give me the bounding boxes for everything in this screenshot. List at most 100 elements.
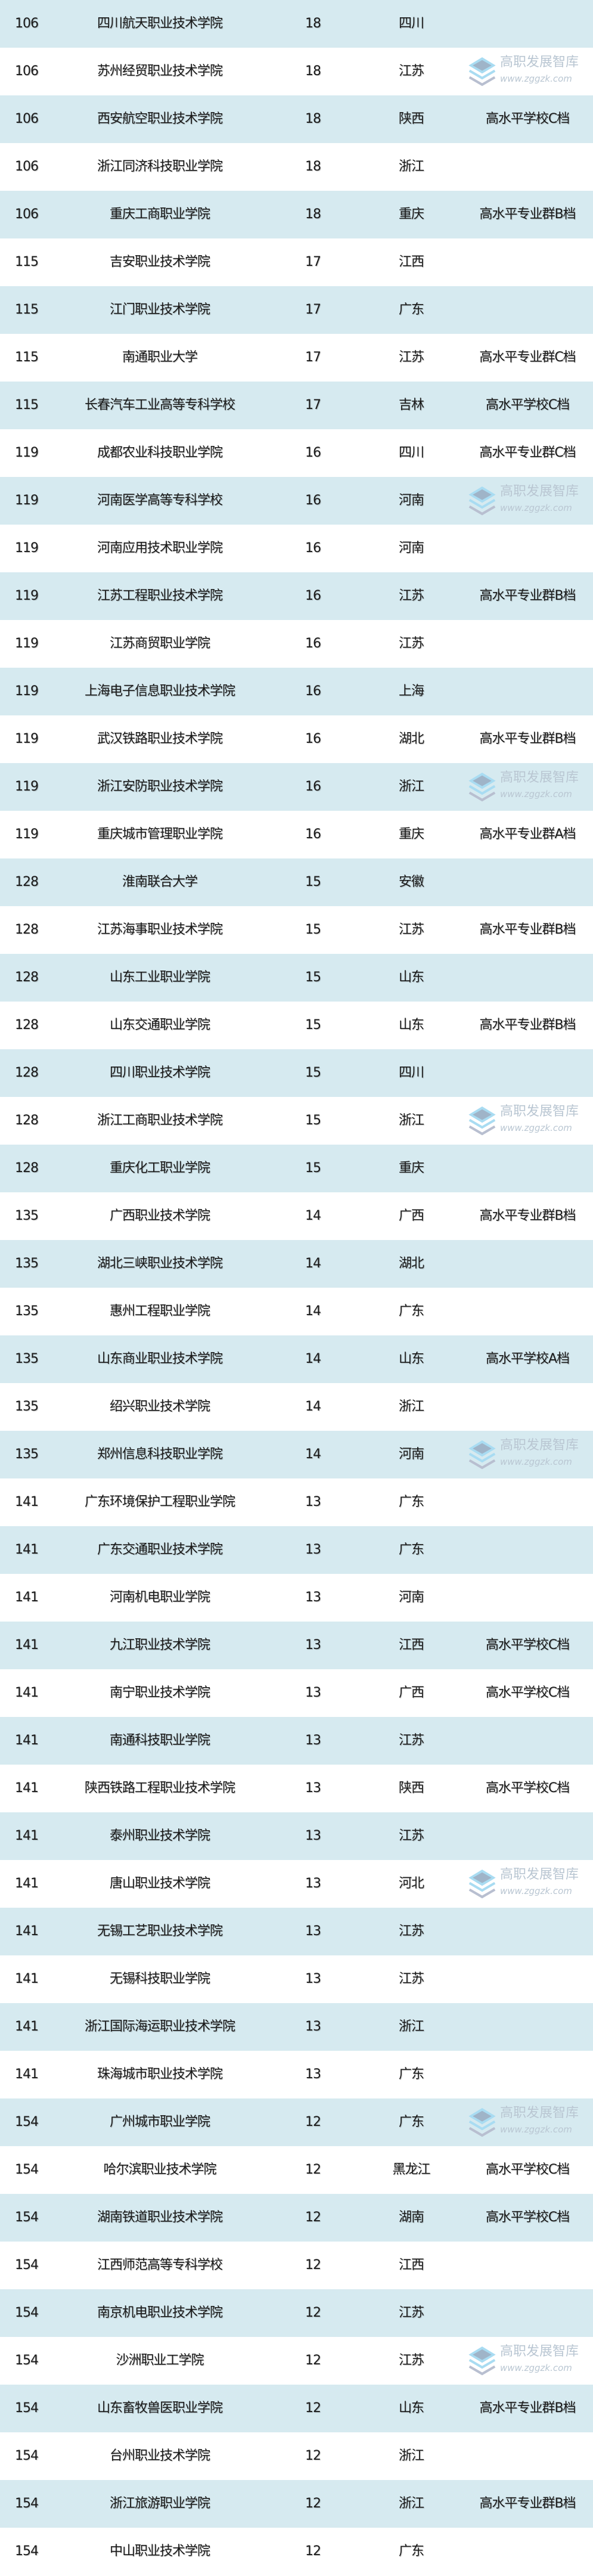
province-cell: 广西 xyxy=(398,1685,424,1700)
province-cell: 湖北 xyxy=(398,1256,424,1271)
level-tag-cell xyxy=(465,668,590,715)
table-row: 106 四川航天职业技术学院 18 四川 xyxy=(0,0,593,48)
table-row: 135 广西职业技术学院 14 广西 高水平专业群B档 xyxy=(0,1192,593,1240)
school-name-cell: 重庆工商职业学院 xyxy=(109,207,210,222)
score-cell: 13 xyxy=(305,2019,321,2034)
level-tag-cell xyxy=(465,2051,590,2098)
table-row: 119 重庆城市管理职业学院 16 重庆 高水平专业群A档 xyxy=(0,811,593,858)
province-cell: 江苏 xyxy=(398,350,424,365)
level-tag-cell: 高水平学校A档 xyxy=(485,1351,570,1366)
rank-cell: 135 xyxy=(15,1304,39,1319)
province-cell: 江苏 xyxy=(398,1971,424,1986)
school-name-cell: 惠州工程职业学院 xyxy=(109,1304,210,1319)
table-row: 115 江门职业技术学院 17 广东 xyxy=(0,286,593,334)
rank-cell: 119 xyxy=(15,779,39,794)
school-name-cell: 广东环境保护工程职业学院 xyxy=(84,1495,235,1509)
rank-cell: 135 xyxy=(15,1256,39,1271)
rank-cell: 135 xyxy=(15,1208,39,1223)
school-name-cell: 珠海城市职业技术学院 xyxy=(97,2067,223,2082)
province-cell: 广东 xyxy=(398,2067,424,2082)
table-row: 141 广东交通职业技术学院 13 广东 xyxy=(0,1526,593,1574)
school-name-cell: 南通职业大学 xyxy=(122,350,198,365)
table-row: 141 无锡工艺职业技术学院 13 江苏 xyxy=(0,1908,593,1955)
score-cell: 14 xyxy=(305,1208,321,1223)
score-cell: 12 xyxy=(305,2162,321,2177)
level-tag-cell xyxy=(465,2242,590,2289)
level-tag-cell: 高水平学校C档 xyxy=(485,398,570,413)
table-row: 154 湖南铁道职业技术学院 12 湖南 高水平学校C档 xyxy=(0,2194,593,2242)
score-cell: 12 xyxy=(305,2448,321,2463)
school-name-cell: 四川航天职业技术学院 xyxy=(97,16,223,31)
school-name-cell: 江苏海事职业技术学院 xyxy=(97,922,223,937)
table-row: 141 南宁职业技术学院 13 广西 高水平学校C档 xyxy=(0,1669,593,1717)
level-tag-cell xyxy=(465,0,590,48)
score-cell: 12 xyxy=(305,2258,321,2273)
table-row: 154 台州职业技术学院 12 浙江 xyxy=(0,2432,593,2480)
province-cell: 山东 xyxy=(398,970,424,985)
score-cell: 17 xyxy=(305,255,321,269)
table-row: 115 吉安职业技术学院 17 江西 xyxy=(0,238,593,286)
score-cell: 15 xyxy=(305,1065,321,1080)
province-cell: 山东 xyxy=(398,2401,424,2416)
rank-cell: 106 xyxy=(15,159,39,174)
table-row: 135 郑州信息科技职业学院 14 河南 高职发展智库 www.zggzk.com xyxy=(0,1431,593,1478)
province-cell: 浙江 xyxy=(398,1113,424,1128)
table-row: 141 无锡科技职业学院 13 江苏 xyxy=(0,1955,593,2003)
province-cell: 湖北 xyxy=(398,731,424,746)
province-cell: 山东 xyxy=(398,1351,424,1366)
score-cell: 13 xyxy=(305,1638,321,1653)
province-cell: 江苏 xyxy=(398,1828,424,1843)
province-cell: 重庆 xyxy=(398,1161,424,1176)
school-name-cell: 无锡工艺职业技术学院 xyxy=(97,1924,223,1939)
level-tag-cell: 高水平专业群B档 xyxy=(479,2401,576,2416)
level-tag-cell: 高水平专业群B档 xyxy=(479,2496,576,2511)
table-row: 119 上海电子信息职业技术学院 16 上海 xyxy=(0,668,593,715)
province-cell: 重庆 xyxy=(398,207,424,222)
rank-cell: 154 xyxy=(15,2115,39,2129)
province-cell: 陕西 xyxy=(398,1781,424,1796)
score-cell: 13 xyxy=(305,1685,321,1700)
level-tag-cell: 高水平专业群C档 xyxy=(479,350,576,365)
rank-cell: 154 xyxy=(15,2305,39,2320)
level-tag-cell xyxy=(465,286,590,334)
rank-cell: 141 xyxy=(15,1590,39,1605)
school-name-cell: 河南机电职业学院 xyxy=(109,1590,210,1605)
rank-cell: 154 xyxy=(15,2448,39,2463)
school-name-cell: 湖北三峡职业技术学院 xyxy=(97,1256,223,1271)
score-cell: 13 xyxy=(305,1924,321,1939)
score-cell: 17 xyxy=(305,302,321,317)
school-name-cell: 山东商业职业技术学院 xyxy=(97,1351,223,1366)
school-name-cell: 重庆城市管理职业学院 xyxy=(97,827,223,842)
score-cell: 18 xyxy=(305,159,321,174)
school-name-cell: 河南医学高等专科学校 xyxy=(97,493,223,508)
level-tag-cell xyxy=(465,1240,590,1288)
table-row: 154 沙洲职业工学院 12 江苏 高职发展智库 www.zggzk.com xyxy=(0,2337,593,2385)
level-tag-cell xyxy=(465,2337,590,2385)
level-tag-cell: 高水平专业群B档 xyxy=(479,588,576,603)
level-tag-cell: 高水平学校C档 xyxy=(485,2162,570,2177)
score-cell: 13 xyxy=(305,1495,321,1509)
rank-cell: 106 xyxy=(15,111,39,126)
province-cell: 广东 xyxy=(398,1542,424,1557)
province-cell: 山东 xyxy=(398,1018,424,1033)
score-cell: 13 xyxy=(305,1590,321,1605)
level-tag-cell xyxy=(465,1383,590,1431)
province-cell: 江苏 xyxy=(398,2305,424,2320)
table-row: 141 珠海城市职业技术学院 13 广东 xyxy=(0,2051,593,2098)
score-cell: 16 xyxy=(305,493,321,508)
school-name-cell: 无锡科技职业学院 xyxy=(109,1971,210,1986)
province-cell: 江苏 xyxy=(398,588,424,603)
score-cell: 16 xyxy=(305,445,321,460)
score-cell: 16 xyxy=(305,731,321,746)
level-tag-cell xyxy=(465,1145,590,1192)
province-cell: 广东 xyxy=(398,2115,424,2129)
level-tag-cell: 高水平学校C档 xyxy=(485,1781,570,1796)
level-tag-cell xyxy=(465,1860,590,1908)
score-cell: 18 xyxy=(305,64,321,79)
province-cell: 湖南 xyxy=(398,2210,424,2225)
province-cell: 浙江 xyxy=(398,2496,424,2511)
school-name-cell: 河南应用技术职业学院 xyxy=(97,541,223,556)
school-name-cell: 成都农业科技职业学院 xyxy=(97,445,223,460)
rank-cell: 141 xyxy=(15,1876,39,1891)
rank-cell: 141 xyxy=(15,1828,39,1843)
